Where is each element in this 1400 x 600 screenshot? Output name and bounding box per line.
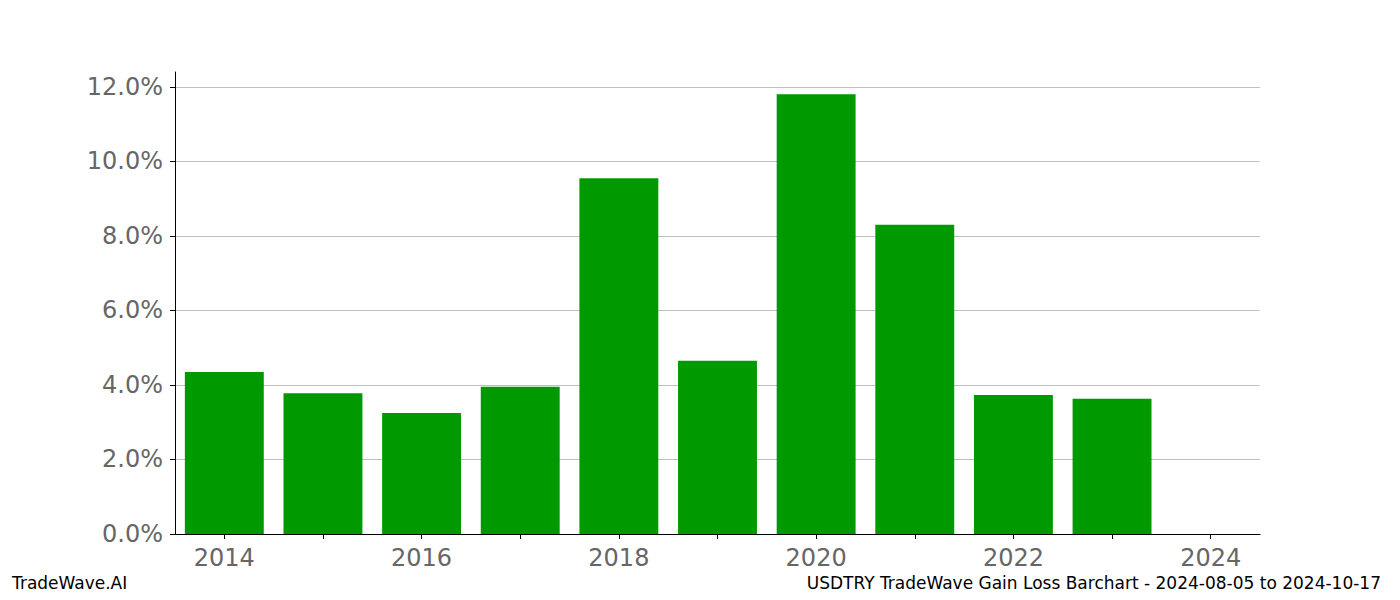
svg-text:12.0%: 12.0% [87,73,163,101]
svg-text:2014: 2014 [194,544,255,572]
svg-text:2018: 2018 [588,544,649,572]
svg-text:8.0%: 8.0% [102,222,163,250]
svg-text:2024: 2024 [1180,544,1241,572]
svg-text:2020: 2020 [786,544,847,572]
svg-text:6.0%: 6.0% [102,296,163,324]
svg-text:10.0%: 10.0% [87,147,163,175]
svg-text:TradeWave.AI: TradeWave.AI [11,573,127,593]
svg-text:2.0%: 2.0% [102,445,163,473]
svg-text:4.0%: 4.0% [102,371,163,399]
svg-text:USDTRY TradeWave Gain Loss Bar: USDTRY TradeWave Gain Loss Barchart - 20… [807,573,1381,593]
svg-text:0.0%: 0.0% [102,520,163,548]
svg-text:2016: 2016 [391,544,452,572]
svg-text:2022: 2022 [983,544,1044,572]
